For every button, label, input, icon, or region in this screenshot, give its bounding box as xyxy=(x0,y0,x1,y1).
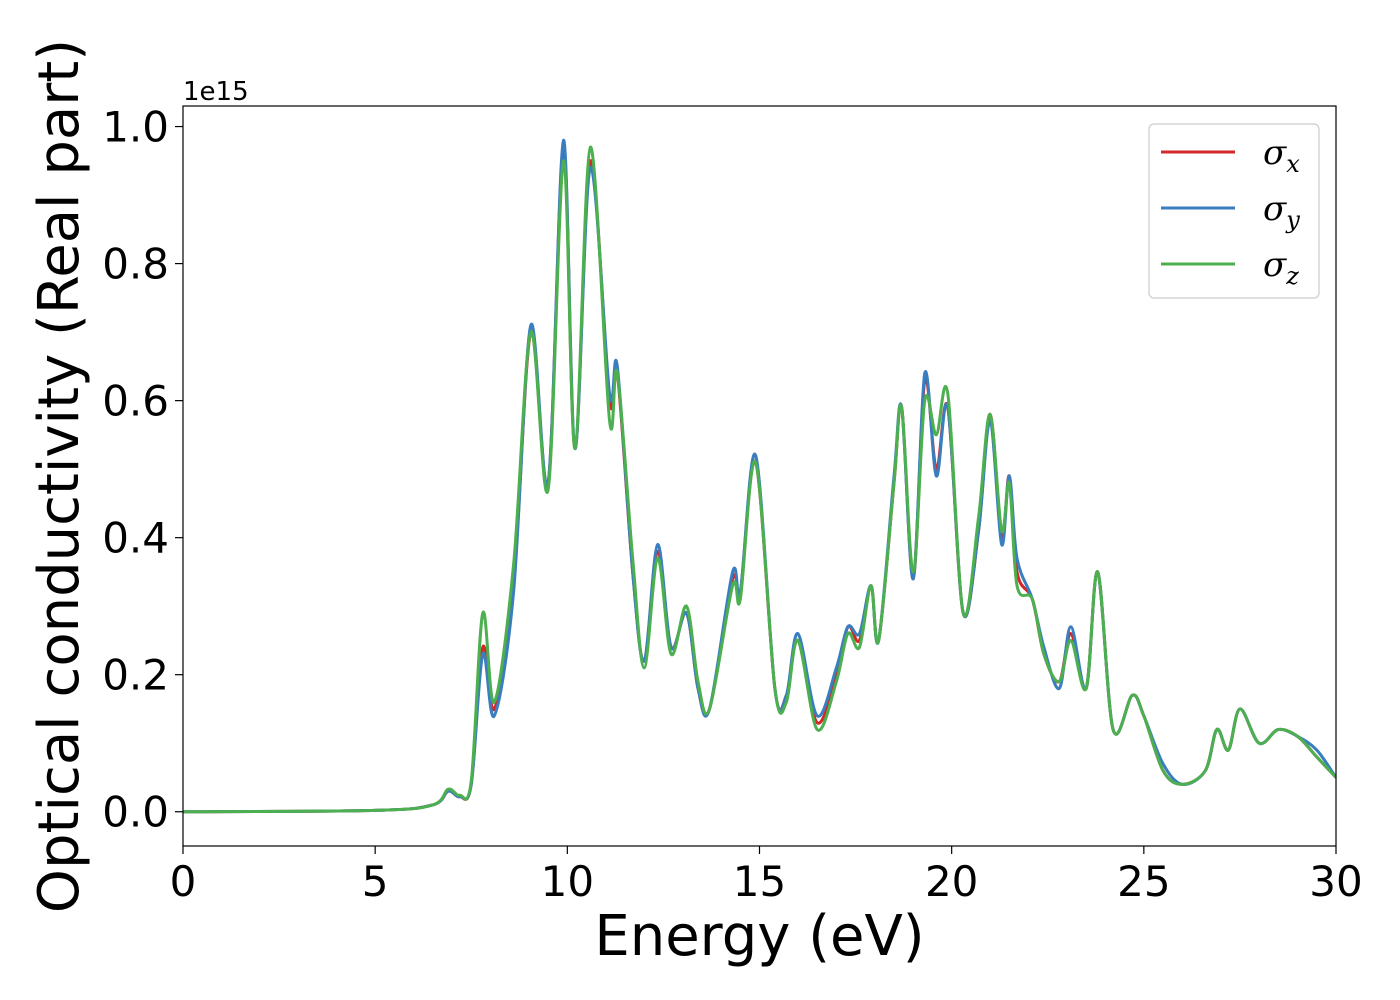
x-tick-label: 25 xyxy=(1117,857,1170,906)
x-tick-label: 5 xyxy=(362,857,389,906)
y-tick-label: 0.2 xyxy=(102,651,169,700)
legend-label-z: σz xyxy=(1263,245,1299,290)
y-offset-label: 1e15 xyxy=(183,77,249,107)
y-axis-label: Optical conductivity (Real part) xyxy=(27,39,92,913)
legend-box xyxy=(1148,123,1320,299)
x-tick-label: 10 xyxy=(541,857,594,906)
x-tick-label: 30 xyxy=(1309,857,1362,906)
y-tick-label: 1.0 xyxy=(102,103,169,152)
x-axis: 0 5 10 15 20 25 30 xyxy=(170,846,1363,906)
series-layer xyxy=(183,138,1336,814)
x-tick-label: 15 xyxy=(733,857,786,906)
y-tick-label: 0.8 xyxy=(102,240,169,289)
y-axis: 0.0 0.2 0.4 0.6 0.8 1.0 xyxy=(102,103,183,837)
y-tick-label: 0.4 xyxy=(102,514,169,563)
x-tick-label: 0 xyxy=(170,857,197,906)
x-tick-label: 20 xyxy=(925,857,978,906)
legend: σx σy σz xyxy=(1148,123,1320,299)
y-tick-label: 0.6 xyxy=(102,377,169,426)
x-axis-label: Energy (eV) xyxy=(594,904,924,969)
y-tick-label: 0.0 xyxy=(102,788,169,837)
legend-label-x: σx xyxy=(1263,133,1300,178)
legend-label-y: σy xyxy=(1263,189,1300,234)
series-line-z xyxy=(183,145,1336,814)
